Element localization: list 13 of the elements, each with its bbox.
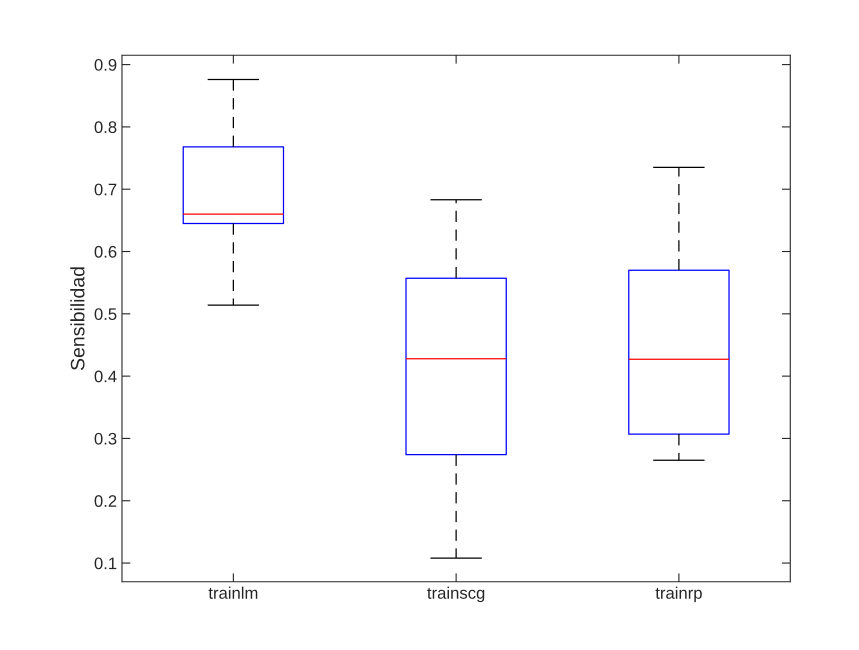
y-tick-label: 0.2 xyxy=(94,495,116,507)
y-tick-label: 0.3 xyxy=(94,432,116,445)
y-tick-label: 0.4 xyxy=(94,370,117,382)
y-tick-label: 0.7 xyxy=(94,184,116,196)
y-axis-title: Sensibilidad xyxy=(70,267,85,370)
y-tick-label: 0.9 xyxy=(94,58,116,71)
y-tick-label: 0.5 xyxy=(94,308,116,320)
x-tick-label: trainlm xyxy=(208,586,258,599)
y-tick-label: 0.6 xyxy=(94,246,116,258)
x-tick-label: trainscg xyxy=(427,586,484,602)
y-tick-label: 0.1 xyxy=(94,557,116,570)
y-tick-label: 0.8 xyxy=(94,121,116,134)
x-tick-label: trainrp xyxy=(656,586,702,602)
